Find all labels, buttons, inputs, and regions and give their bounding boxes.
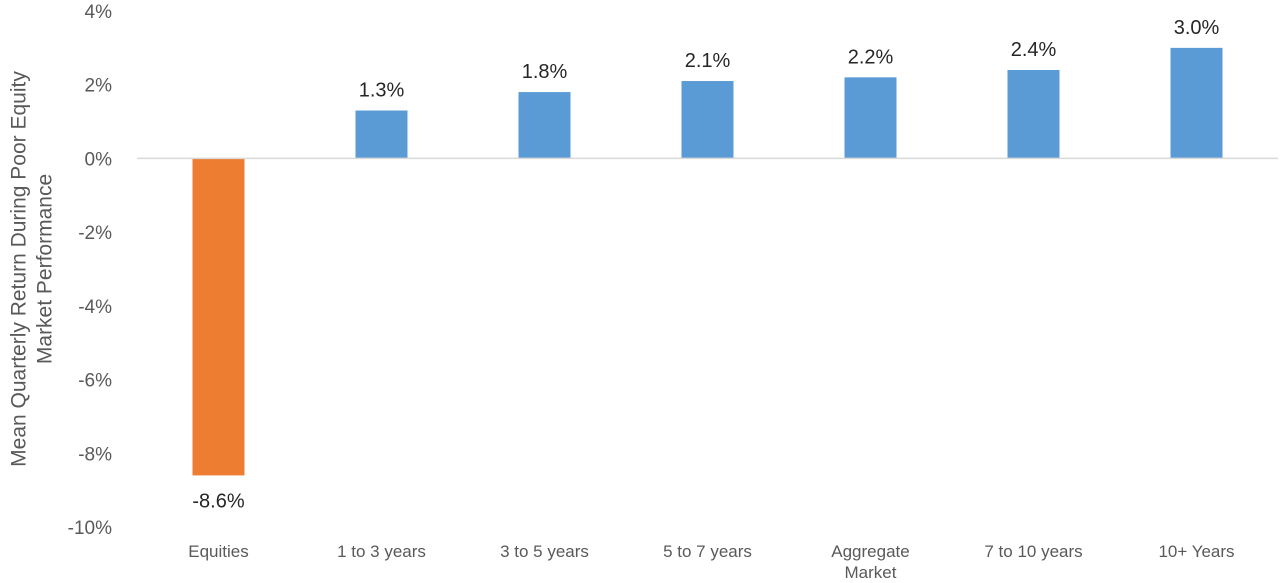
y-axis-title: Mean Quarterly Return During Poor Equity…: [8, 71, 57, 467]
data-labels: -8.6% 1.3% 1.8% 2.1% 2.2% 2.4% 3.0%: [192, 17, 1219, 513]
category-label: 7 to 10 years: [984, 542, 1082, 561]
data-label: 2.4%: [1011, 39, 1057, 61]
data-label: 2.1%: [685, 50, 731, 72]
category-label: Market: [845, 563, 897, 582]
category-label: 5 to 7 years: [663, 542, 752, 561]
bar: [844, 77, 897, 159]
y-tick-label: -8%: [78, 444, 112, 465]
y-axis-tick-labels: 4% 2% 0% -2% -4% -6% -8% -10%: [68, 2, 112, 539]
category-label: Equities: [188, 542, 248, 561]
y-tick-label: 0%: [85, 149, 113, 170]
bar: [355, 110, 408, 159]
bar: [1170, 47, 1223, 159]
data-label: 1.3%: [359, 80, 405, 102]
y-tick-label: -4%: [78, 297, 112, 318]
bars: [192, 47, 1223, 476]
bar: [518, 92, 571, 159]
data-label: 3.0%: [1174, 17, 1220, 39]
y-tick-label: -10%: [68, 518, 112, 539]
bar: [192, 158, 245, 476]
bar: [681, 81, 734, 159]
data-label: 2.2%: [848, 46, 894, 68]
category-labels: Equities 1 to 3 years 3 to 5 years 5 to 7 y…: [188, 542, 1234, 582]
category-label: Aggregate: [831, 542, 909, 561]
y-tick-label: -2%: [78, 223, 112, 244]
category-label: 10+ Years: [1158, 542, 1234, 561]
y-tick-label: 2%: [85, 76, 113, 97]
y-tick-label: 4%: [85, 2, 113, 23]
y-axis-title-line: Market Performance: [34, 174, 57, 364]
y-tick-label: -6%: [78, 371, 112, 392]
category-label: 1 to 3 years: [337, 542, 426, 561]
data-label: 1.8%: [522, 61, 568, 83]
y-axis-title-line: Mean Quarterly Return During Poor Equity: [8, 71, 31, 467]
data-label: -8.6%: [192, 490, 244, 512]
bar: [1007, 69, 1060, 159]
category-label: 3 to 5 years: [500, 542, 589, 561]
